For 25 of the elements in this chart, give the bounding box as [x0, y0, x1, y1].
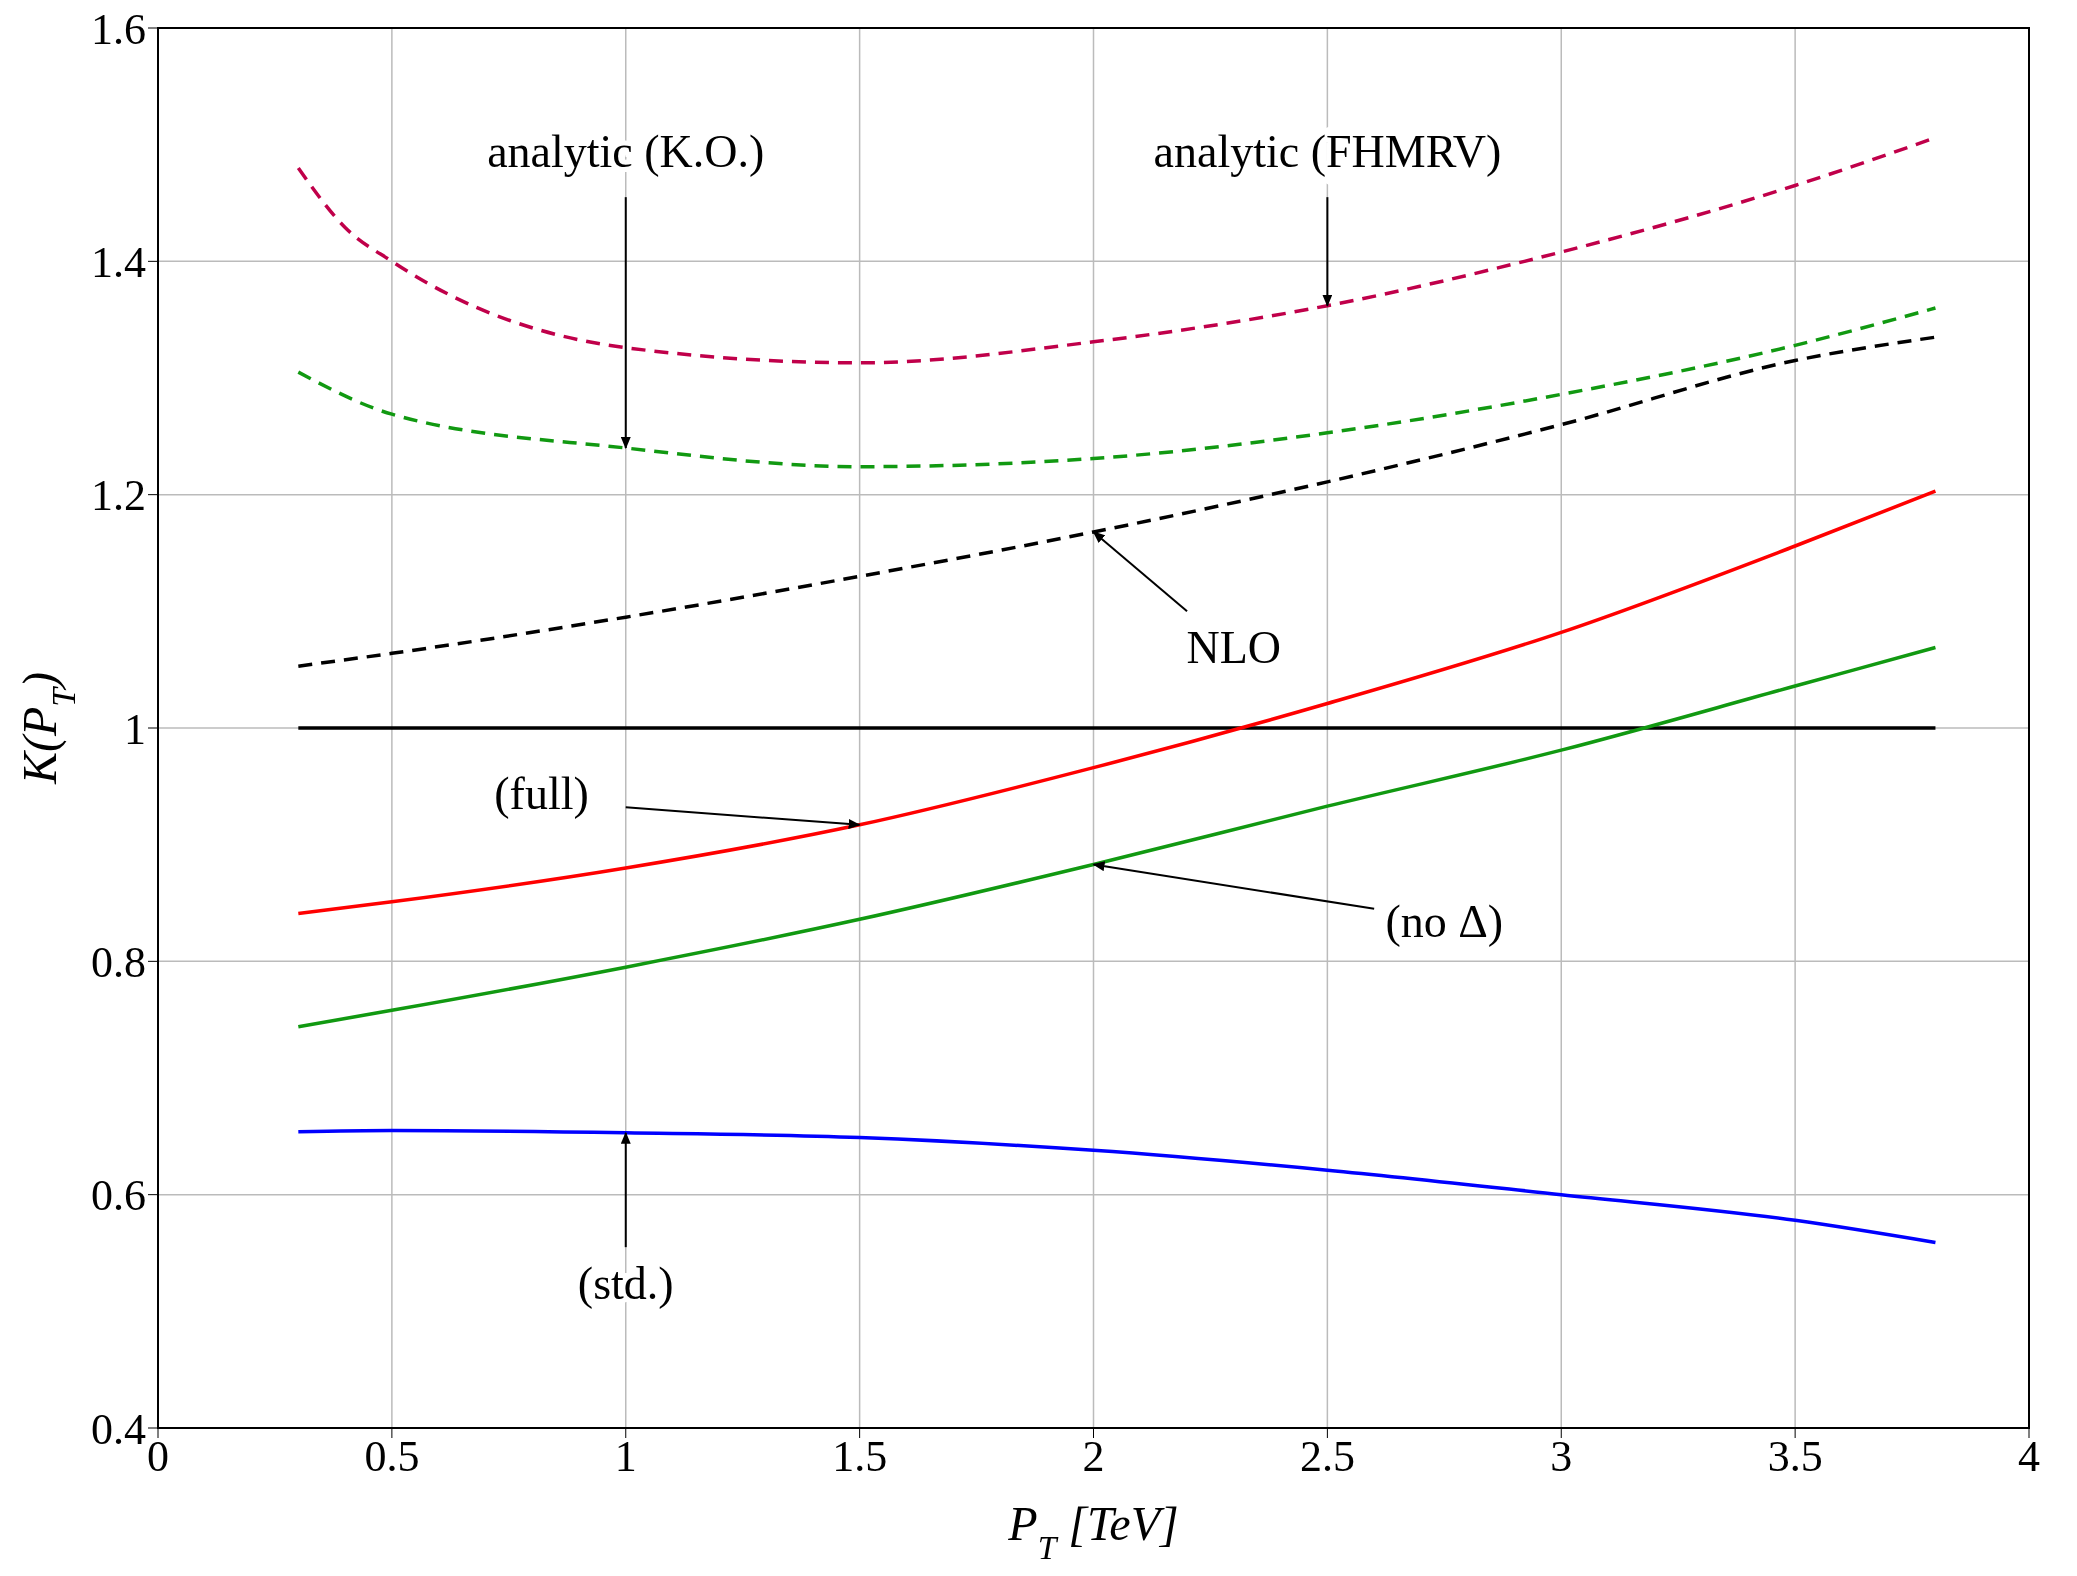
line-series — [296, 306, 1938, 469]
annotation: analytic (K.O.) — [487, 125, 765, 177]
x-tick-label: 1.5 — [832, 1432, 888, 1482]
y-tick-label: 1.4 — [91, 237, 146, 287]
x-tick-label: 4 — [2018, 1432, 2040, 1482]
annotation: (full) — [494, 767, 589, 819]
y-tick-label: 1 — [124, 704, 146, 754]
x-tick-label: 2.5 — [1299, 1432, 1355, 1482]
annotation: analytic (FHMRV) — [1153, 125, 1502, 177]
annotation: NLO — [1186, 621, 1282, 673]
x-tick-label: 2 — [1082, 1432, 1105, 1482]
x-axis-title: P$_{T}$ [TeV] — [1007, 1497, 1179, 1566]
annotation: (std.) — [577, 1257, 674, 1309]
x-tick-label: 1 — [614, 1432, 637, 1482]
x-tick-label: 3.5 — [1767, 1432, 1823, 1482]
y-tick-label: 0.4 — [91, 1404, 146, 1454]
x-tick-label: 0.5 — [364, 1432, 420, 1482]
y-tick-label: 1.2 — [91, 471, 146, 521]
y-tick-label: 0.6 — [91, 1171, 146, 1221]
x-tick-label: 3 — [1550, 1432, 1573, 1482]
line-series — [296, 1128, 1938, 1245]
annotation: (no Δ) — [1385, 895, 1504, 947]
x-tick-label: 0 — [147, 1432, 169, 1482]
y-tick-label: 1.6 — [91, 4, 146, 54]
y-tick-label: 0.8 — [91, 937, 146, 987]
